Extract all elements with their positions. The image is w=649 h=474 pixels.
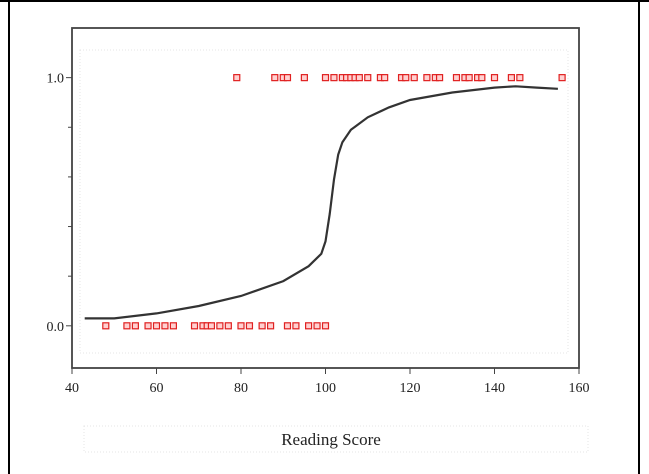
data-point: [271, 74, 279, 82]
data-point: [283, 74, 292, 82]
data-point: [237, 322, 245, 330]
data-points-layer: [102, 74, 566, 330]
data-point: [283, 322, 292, 330]
data-point: [245, 322, 254, 330]
data-point: [516, 74, 524, 82]
data-point: [423, 74, 431, 82]
fitted-curve-layer: [84, 85, 558, 320]
data-point: [144, 322, 152, 330]
data-point: [233, 74, 241, 82]
data-point: [490, 74, 499, 82]
data-point: [131, 322, 139, 330]
x-axis-ticks: 40 60 80 100 120 140 160: [65, 368, 590, 396]
data-point: [313, 322, 321, 330]
data-point: [478, 74, 486, 82]
frame-right-border: [638, 0, 640, 474]
data-point: [465, 74, 473, 82]
data-point: [507, 74, 515, 82]
data-point: [321, 74, 330, 82]
data-point: [452, 74, 461, 82]
data-point: [123, 322, 131, 330]
y-tick-label: 0.0: [47, 320, 65, 335]
data-point: [410, 74, 418, 82]
data-point: [224, 322, 232, 330]
x-tick-label: 160: [569, 381, 590, 396]
x-axis-title: Reading Score: [281, 430, 381, 449]
xlabel-box: [83, 425, 589, 453]
data-point: [216, 322, 224, 330]
data-point: [321, 322, 330, 330]
data-point: [558, 74, 566, 82]
data-point: [207, 322, 216, 330]
plot-inner-border: [79, 49, 569, 354]
data-point: [402, 74, 410, 82]
fitted-curve: [84, 85, 558, 320]
x-tick-label: 100: [315, 381, 336, 396]
x-tick-label: 140: [484, 381, 505, 396]
data-point: [266, 322, 275, 330]
data-point: [152, 322, 161, 330]
data-point: [169, 322, 177, 330]
data-point: [161, 322, 169, 330]
data-point: [381, 74, 389, 82]
data-point: [292, 322, 300, 330]
data-point: [435, 74, 444, 82]
x-tick-label: 40: [65, 381, 79, 396]
frame-left-border: [8, 0, 10, 474]
frame-top-border: [0, 0, 649, 2]
x-tick-label: 120: [400, 381, 421, 396]
data-point: [305, 322, 313, 330]
x-tick-label: 60: [150, 381, 164, 396]
data-point: [355, 74, 363, 82]
data-point: [364, 74, 372, 82]
x-tick-label: 80: [234, 381, 248, 396]
y-axis-ticks: 0.0 1.0: [47, 72, 72, 335]
data-point: [330, 74, 338, 82]
data-point: [190, 322, 199, 330]
data-point: [300, 74, 308, 82]
data-point: [258, 322, 266, 330]
y-tick-label: 1.0: [47, 72, 65, 87]
data-point: [102, 322, 110, 330]
